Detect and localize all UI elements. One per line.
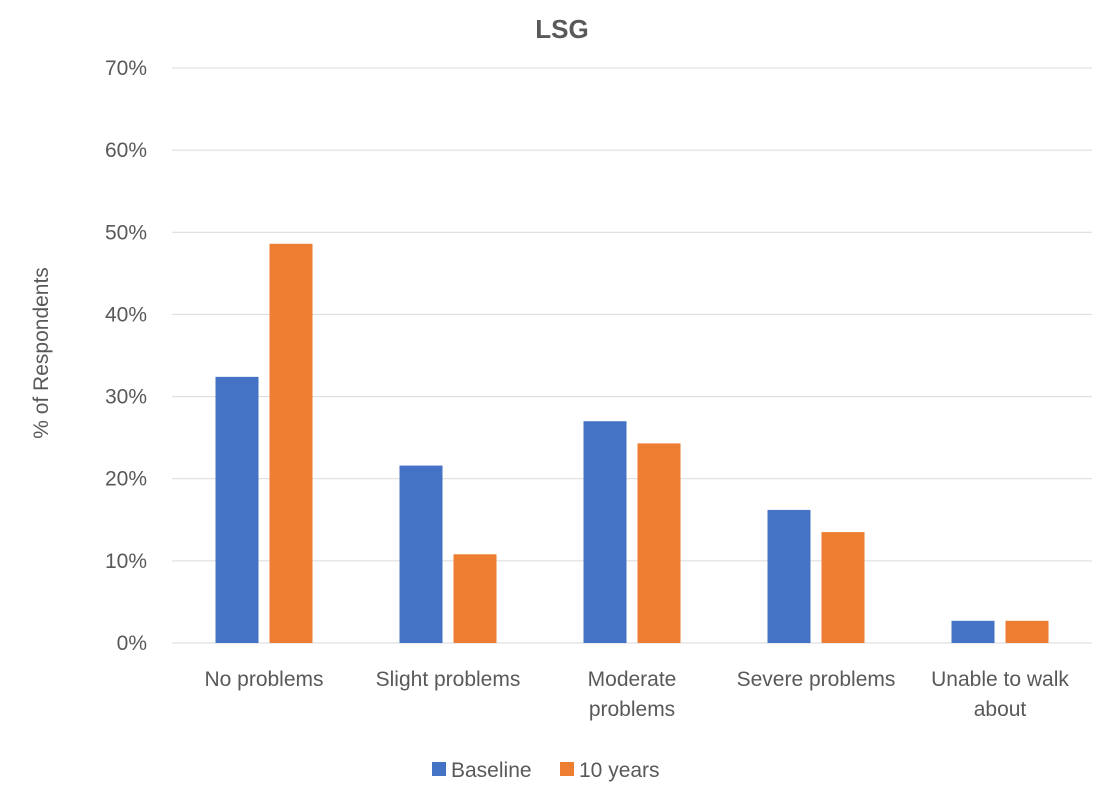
- y-axis-title: % of Respondents: [30, 267, 53, 439]
- x-category-label: Severe problems: [737, 668, 896, 691]
- y-tick-label: 40%: [105, 303, 147, 326]
- legend-label: Baseline: [451, 759, 532, 782]
- y-tick-label: 20%: [105, 468, 147, 491]
- bar-10-years: [1005, 620, 1049, 643]
- x-category-label: Slight problems: [376, 668, 521, 691]
- y-tick-label: 70%: [105, 57, 147, 80]
- x-category-label: Unable to walk about: [931, 668, 1069, 721]
- bar-10-years: [453, 554, 497, 643]
- bar-baseline: [583, 421, 627, 643]
- y-tick-label: 60%: [105, 139, 147, 162]
- bar-10-years: [637, 443, 681, 643]
- bar-10-years: [821, 532, 865, 643]
- y-tick-label: 50%: [105, 221, 147, 244]
- x-category-label: Moderate problems: [588, 668, 677, 721]
- chart-title: LSG: [535, 14, 588, 44]
- y-tick-label: 30%: [105, 386, 147, 409]
- gridlines: [172, 67, 1092, 644]
- legend: Baseline 10 years: [432, 759, 660, 782]
- bar-baseline: [215, 376, 259, 643]
- bar-baseline: [767, 509, 811, 643]
- legend-swatch: [432, 762, 446, 776]
- y-axis-ticks: 0% 10% 20% 30% 40% 50% 60% 70%: [105, 57, 147, 655]
- legend-swatch: [560, 762, 574, 776]
- y-tick-label: 10%: [105, 550, 147, 573]
- x-category-label: No problems: [204, 668, 323, 691]
- bar-baseline: [399, 465, 443, 643]
- y-tick-label: 0%: [117, 632, 147, 655]
- bar-baseline: [951, 620, 995, 643]
- bars: [215, 243, 1049, 644]
- x-axis-categories: No problems Slight problems Moderate proble…: [204, 668, 1069, 721]
- legend-label: 10 years: [579, 759, 660, 782]
- bar-10-years: [269, 243, 313, 644]
